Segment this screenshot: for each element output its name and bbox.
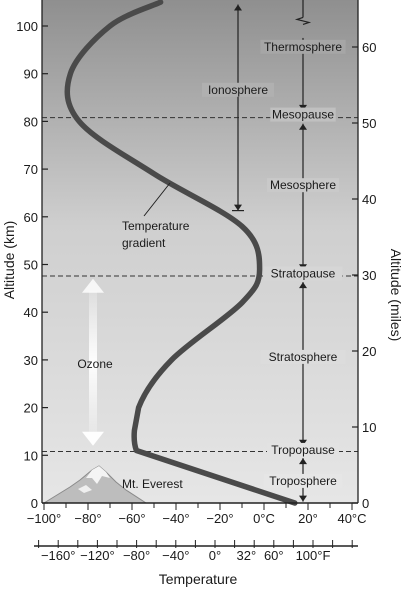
- left-tick-label: 100: [16, 19, 38, 34]
- right-tick-label: 10: [362, 420, 376, 435]
- temperature-gradient-label: Temperature gradient: [122, 219, 193, 250]
- celsius-tick-label: 40°C: [337, 511, 366, 526]
- left-tick-label: 0: [31, 496, 38, 511]
- arrowhead-up: [299, 458, 307, 465]
- temperature-gradient-leader: [143, 182, 171, 217]
- temperature-gradient-curve: [64, 0, 298, 506]
- left-tick-label: 70: [24, 162, 38, 177]
- arrowhead-down: [299, 439, 307, 446]
- fahrenheit-tick-label: 32°: [237, 548, 257, 563]
- left-axis-title: Altitude (km): [1, 221, 17, 300]
- celsius-tick-label: −80°: [74, 511, 101, 526]
- ozone-arrow: [82, 278, 104, 446]
- celsius-axis: −100° −80° −60° −40° −20° 0°C 20° 40°C: [27, 502, 367, 526]
- layer-label-bg: [263, 473, 343, 488]
- temperature-axis-title: Temperature: [159, 571, 238, 587]
- layer-label-bg: [263, 266, 343, 281]
- right-tick-label: 50: [362, 116, 376, 131]
- fahrenheit-tick-label: −120°: [80, 548, 114, 563]
- boundary-lines: [42, 117, 358, 452]
- right-tick-label: 60: [362, 40, 376, 55]
- layer-label-bg: [270, 107, 336, 122]
- celsius-tick-label: −60°: [118, 511, 145, 526]
- layer-label-bg: [267, 178, 339, 193]
- fahrenheit-tick-label: 60°: [264, 548, 284, 563]
- layer-label-stratopause: Stratopause: [271, 266, 336, 280]
- left-tick-label: 40: [24, 305, 38, 320]
- break-squiggle-icon: [294, 16, 312, 25]
- fahrenheit-tick-label: 0°: [209, 548, 221, 563]
- ozone-shaft: [89, 290, 97, 434]
- fahrenheit-tick-label: 100°F: [296, 548, 331, 563]
- right-tick-label: 20: [362, 344, 376, 359]
- celsius-tick-label: 20°: [298, 511, 318, 526]
- right-altitude-axis: 0 10 20 30 40 50 60: [352, 0, 376, 511]
- layer-label-bg: [267, 442, 339, 457]
- mt-everest-illustration: [42, 465, 148, 504]
- arrowhead-up: [299, 123, 307, 130]
- right-axis-title: Altitude (miles): [388, 249, 404, 342]
- layer-label-mesosphere: Mesosphere: [270, 178, 336, 192]
- right-tick-label: 40: [362, 192, 376, 207]
- layer-label-troposphere: Troposphere: [269, 474, 337, 488]
- left-tick-label: 50: [24, 258, 38, 273]
- right-tick-label: 30: [362, 268, 376, 283]
- left-tick-label: 80: [24, 114, 38, 129]
- temperature-curve-line: [64, 0, 298, 506]
- fahrenheit-tick-label: −40°: [162, 548, 189, 563]
- celsius-tick-label: 0°C: [253, 511, 275, 526]
- left-tick-label: 90: [24, 67, 38, 82]
- fahrenheit-tick-label: −160°: [41, 548, 75, 563]
- layer-label-bg: [260, 39, 346, 54]
- left-tick-label: 10: [24, 448, 38, 463]
- layer-label-stratosphere: Stratosphere: [269, 350, 338, 364]
- ozone-arrowhead-up: [82, 278, 104, 293]
- left-altitude-axis: 0 10 20 30 40 50 60 70 80 90 100: [16, 0, 48, 511]
- ozone-label: Ozone: [77, 357, 113, 371]
- layer-label-thermosphere: Thermosphere: [264, 40, 342, 54]
- layer-label-bg: [202, 82, 274, 97]
- arrowhead-up: [234, 4, 242, 11]
- arrowhead-up: [299, 282, 307, 289]
- layer-label-mesopause: Mesopause: [272, 108, 334, 122]
- left-tick-label: 30: [24, 353, 38, 368]
- annotations: Temperature gradient Ozone Mt. Everest: [77, 182, 193, 491]
- right-tick-label: 0: [362, 496, 369, 511]
- layer-label-bg: [260, 349, 346, 364]
- celsius-tick-label: −20°: [206, 511, 233, 526]
- layer-labels: Thermosphere Ionosphere Mesopause Mesospher…: [202, 39, 346, 488]
- fahrenheit-axis: −160° −120° −80° −40° 0° 32° 60° 100°F: [34, 540, 358, 563]
- fahrenheit-tick-label: −80°: [123, 548, 150, 563]
- celsius-tick-label: −40°: [162, 511, 189, 526]
- celsius-tick-label: −100°: [27, 511, 61, 526]
- arrowhead-down: [299, 495, 307, 502]
- left-tick-label: 60: [24, 210, 38, 225]
- layer-label-ionosphere: Ionosphere: [208, 83, 268, 97]
- left-tick-label: 20: [24, 401, 38, 416]
- layer-label-tropopause: Tropopause: [271, 443, 335, 457]
- arrowhead-down: [234, 204, 242, 211]
- ozone-arrowhead-down: [82, 431, 104, 446]
- mt-everest-label: Mt. Everest: [122, 477, 183, 491]
